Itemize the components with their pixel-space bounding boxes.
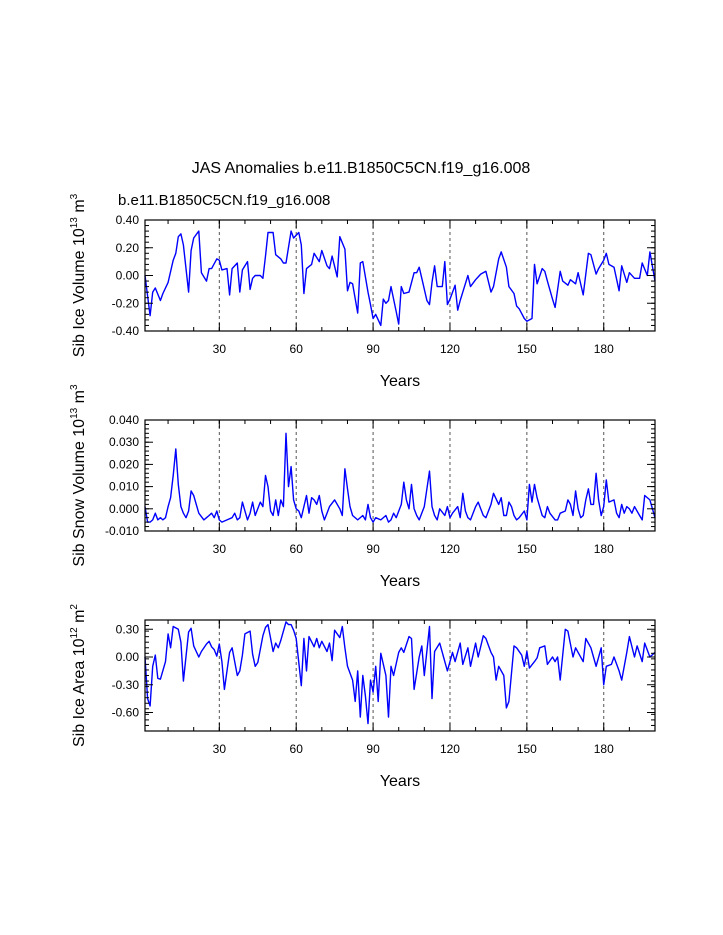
x-tick-label: 120 — [440, 342, 460, 356]
y-tick-label: 0.40 — [116, 213, 140, 227]
x-axis-title: Years — [380, 573, 420, 590]
chart-title: JAS Anomalies b.e11.B1850C5CN.f19_g16.00… — [192, 160, 531, 177]
x-tick-label: 120 — [440, 542, 460, 556]
x-tick-label: 90 — [366, 342, 380, 356]
plot-frame — [144, 619, 656, 732]
x-tick-label: 150 — [517, 542, 537, 556]
y-tick-label: 0.20 — [116, 241, 140, 255]
x-tick-label: 90 — [366, 542, 380, 556]
x-axis-title: Years — [380, 773, 420, 790]
y-axis-title: Sib Ice Area 1012 m2 — [69, 604, 88, 747]
series-line — [144, 230, 656, 327]
chart-subtitle: b.e11.B1850C5CN.f19_g16.008 — [118, 192, 330, 209]
series-line — [144, 621, 656, 725]
x-tick-label: 60 — [290, 742, 304, 756]
x-tick-label: 180 — [594, 742, 614, 756]
panel-sib-ice-area: -0.60 -0.30 0.00 0.30 30 60 90 120 150 180 Years Si… — [69, 604, 656, 790]
x-tick-label: 120 — [440, 742, 460, 756]
y-tick-label: 0.000 — [109, 502, 139, 516]
y-tick-label: 0.020 — [109, 457, 139, 471]
y-tick-label: -0.60 — [112, 706, 140, 720]
series-line — [144, 432, 656, 523]
x-tick-label: 30 — [213, 342, 227, 356]
x-tick-label: 90 — [366, 742, 380, 756]
panel-sib-ice-volume: -0.40 -0.20 0.00 0.20 0.40 30 60 90 120 150 180 Yea… — [69, 193, 656, 390]
y-tick-label: -0.010 — [105, 524, 139, 538]
y-axis-title: Sib Snow Volume 1013 m3 — [69, 384, 88, 567]
x-tick-label: 180 — [594, 542, 614, 556]
y-tick-label: 0.00 — [116, 269, 140, 283]
x-tick-label: 180 — [594, 342, 614, 356]
y-tick-label: 0.030 — [109, 435, 139, 449]
x-tick-label: 150 — [517, 742, 537, 756]
x-tick-label: 60 — [290, 342, 304, 356]
plot-frame — [144, 419, 656, 532]
y-axis-title: Sib Ice Volume 1013 m3 — [69, 193, 88, 357]
y-tick-label: -0.20 — [112, 296, 140, 310]
y-tick-label: 0.040 — [109, 413, 139, 427]
x-tick-label: 60 — [290, 542, 304, 556]
y-tick-label: 0.00 — [116, 650, 140, 664]
y-tick-label: -0.40 — [112, 324, 140, 338]
y-tick-label: -0.30 — [112, 678, 140, 692]
y-tick-label: 0.010 — [109, 480, 139, 494]
x-tick-label: 30 — [213, 542, 227, 556]
x-tick-label: 150 — [517, 342, 537, 356]
y-tick-label: 0.30 — [116, 622, 140, 636]
panel-sib-snow-volume: -0.010 0.000 0.010 0.020 0.030 0.040 30 60 90 120… — [69, 384, 656, 590]
x-tick-label: 30 — [213, 742, 227, 756]
x-axis-title: Years — [380, 373, 420, 390]
